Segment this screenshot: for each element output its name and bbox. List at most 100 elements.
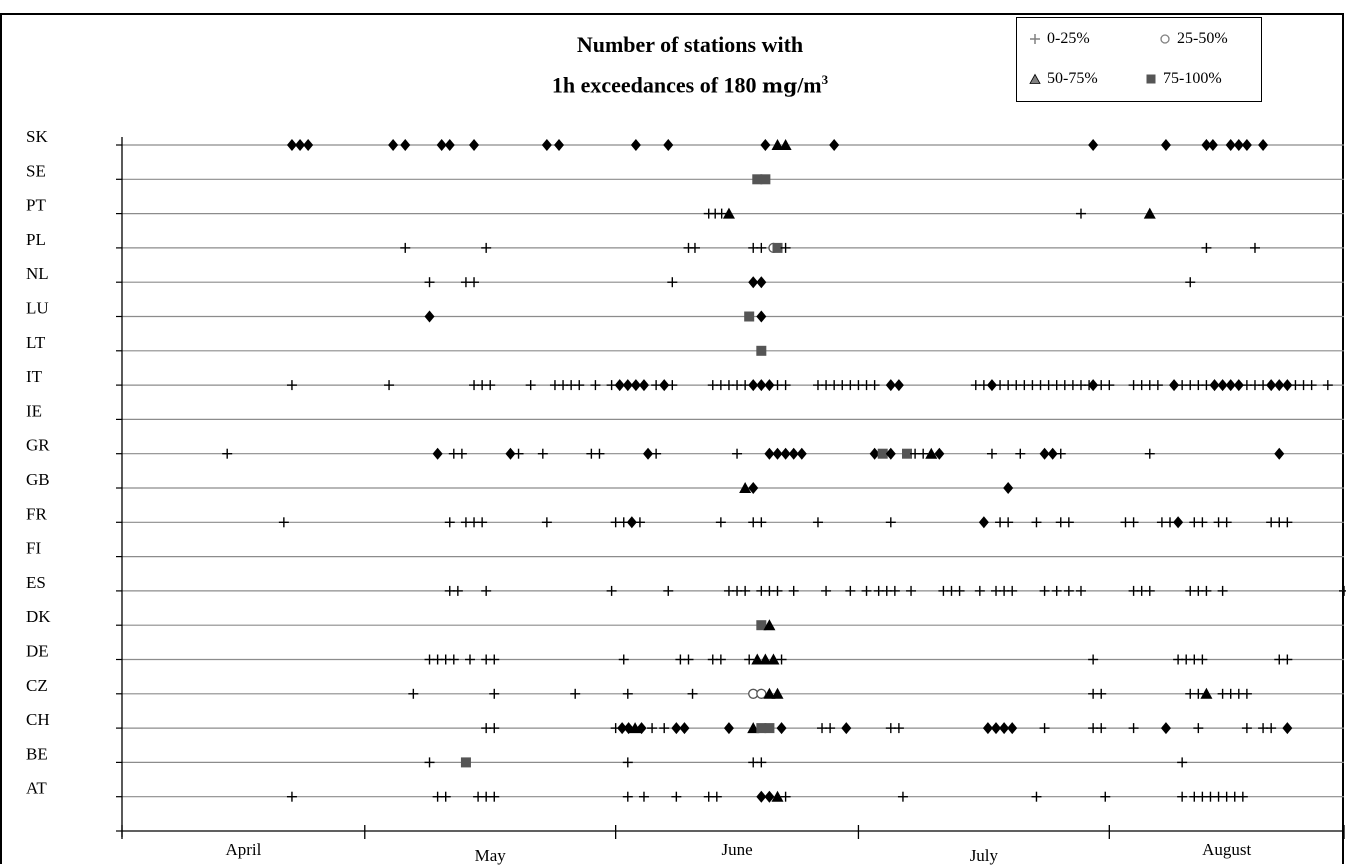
point-fr-10 [715, 517, 726, 528]
point-it-78 [1306, 380, 1317, 391]
point-pl-5 [756, 242, 767, 253]
unit-exponent: 3 [821, 72, 829, 87]
point-gr-14 [780, 447, 791, 460]
point-pt-5 [1143, 207, 1156, 219]
point-sk-22 [1241, 139, 1252, 151]
y-label-it: IT [26, 367, 43, 386]
point-cz-13 [1200, 687, 1213, 699]
triangle-marker-icon [1029, 73, 1041, 84]
point-it-69 [1233, 379, 1244, 392]
point-fr-22 [1128, 517, 1139, 528]
point-se-1 [760, 174, 771, 185]
point-pl-10 [1249, 242, 1260, 253]
point-gr-22 [918, 448, 929, 459]
point-es-11 [788, 585, 799, 596]
point-nl-2 [469, 277, 480, 288]
x-label-april: April [225, 840, 261, 859]
point-it-75 [1282, 379, 1293, 392]
point-gr-30 [1144, 448, 1155, 459]
point-sk-7 [469, 139, 480, 151]
point-at-18 [1177, 791, 1188, 802]
point-it-60 [1152, 380, 1163, 391]
point-pl-1 [481, 242, 492, 253]
point-ch-9 [671, 722, 682, 735]
point-ch-8 [659, 723, 670, 734]
point-pt-2 [716, 208, 727, 219]
point-es-3 [606, 585, 617, 596]
point-ch-20 [893, 723, 904, 734]
point-cz-12 [1193, 688, 1204, 699]
point-gr-24 [934, 447, 945, 460]
point-at-11 [756, 790, 767, 803]
point-lt-0 [756, 345, 767, 356]
point-ch-3 [617, 722, 628, 735]
point-de-15 [767, 653, 780, 665]
point-lu-2 [756, 310, 767, 323]
point-fr-32 [1282, 517, 1293, 528]
point-ch-15 [776, 722, 787, 735]
circle-marker-icon [1160, 34, 1170, 44]
legend-item-50-75: 50-75% [1029, 70, 1098, 88]
point-cz-7 [763, 687, 776, 699]
point-es-26 [1039, 585, 1050, 596]
point-cz-6 [756, 688, 767, 699]
point-gr-27 [1039, 447, 1050, 460]
point-nl-4 [748, 276, 759, 289]
point-de-11 [715, 654, 726, 665]
point-gr-31 [1274, 447, 1285, 460]
point-gr-3 [456, 448, 467, 459]
point-de-6 [489, 654, 500, 665]
point-it-74 [1274, 379, 1285, 392]
subtitle-prefix: 1h exceedances of 180 [551, 72, 763, 98]
point-it-9 [574, 380, 585, 391]
point-ch-11 [723, 722, 734, 735]
point-pl-7 [772, 242, 783, 253]
point-gr-10 [651, 448, 662, 459]
point-ch-23 [999, 722, 1010, 735]
point-fr-25 [1173, 516, 1184, 529]
point-it-10 [590, 380, 601, 391]
point-es-27 [1051, 585, 1062, 596]
point-gr-0 [222, 448, 233, 459]
point-sk-18 [1201, 139, 1212, 151]
point-it-67 [1217, 379, 1228, 392]
point-ch-7 [647, 723, 658, 734]
y-label-sk: SK [26, 127, 48, 146]
point-fr-14 [885, 517, 896, 528]
point-at-16 [1031, 791, 1042, 802]
point-ch-29 [1160, 722, 1171, 735]
point-fr-9 [634, 517, 645, 528]
point-sk-12 [760, 139, 771, 151]
unit-tail: /m [797, 72, 822, 98]
x-label-june: June [721, 840, 752, 859]
point-it-5 [525, 380, 536, 391]
point-es-10 [772, 585, 783, 596]
point-sk-15 [829, 139, 840, 151]
point-at-5 [489, 791, 500, 802]
point-sk-10 [630, 139, 641, 151]
point-at-14 [780, 791, 791, 802]
x-label-may: May [475, 846, 507, 865]
y-label-at: AT [26, 779, 47, 798]
point-de-23 [1282, 654, 1293, 665]
point-cz-0 [408, 688, 419, 699]
point-pt-4 [1075, 208, 1086, 219]
point-es-14 [861, 585, 872, 596]
point-fr-29 [1221, 517, 1232, 528]
point-de-16 [776, 654, 787, 665]
point-nl-3 [667, 277, 678, 288]
chart-title: Number of stations with [576, 32, 804, 57]
point-pl-3 [689, 242, 700, 253]
point-es-32 [1144, 585, 1155, 596]
point-gr-19 [885, 447, 896, 460]
point-ch-24 [1007, 722, 1018, 735]
point-at-7 [638, 791, 649, 802]
point-be-1 [460, 757, 471, 768]
point-be-5 [1177, 757, 1188, 768]
point-nl-0 [424, 277, 435, 288]
point-be-4 [756, 757, 767, 768]
point-gr-15 [788, 447, 799, 460]
point-sk-13 [771, 139, 784, 150]
